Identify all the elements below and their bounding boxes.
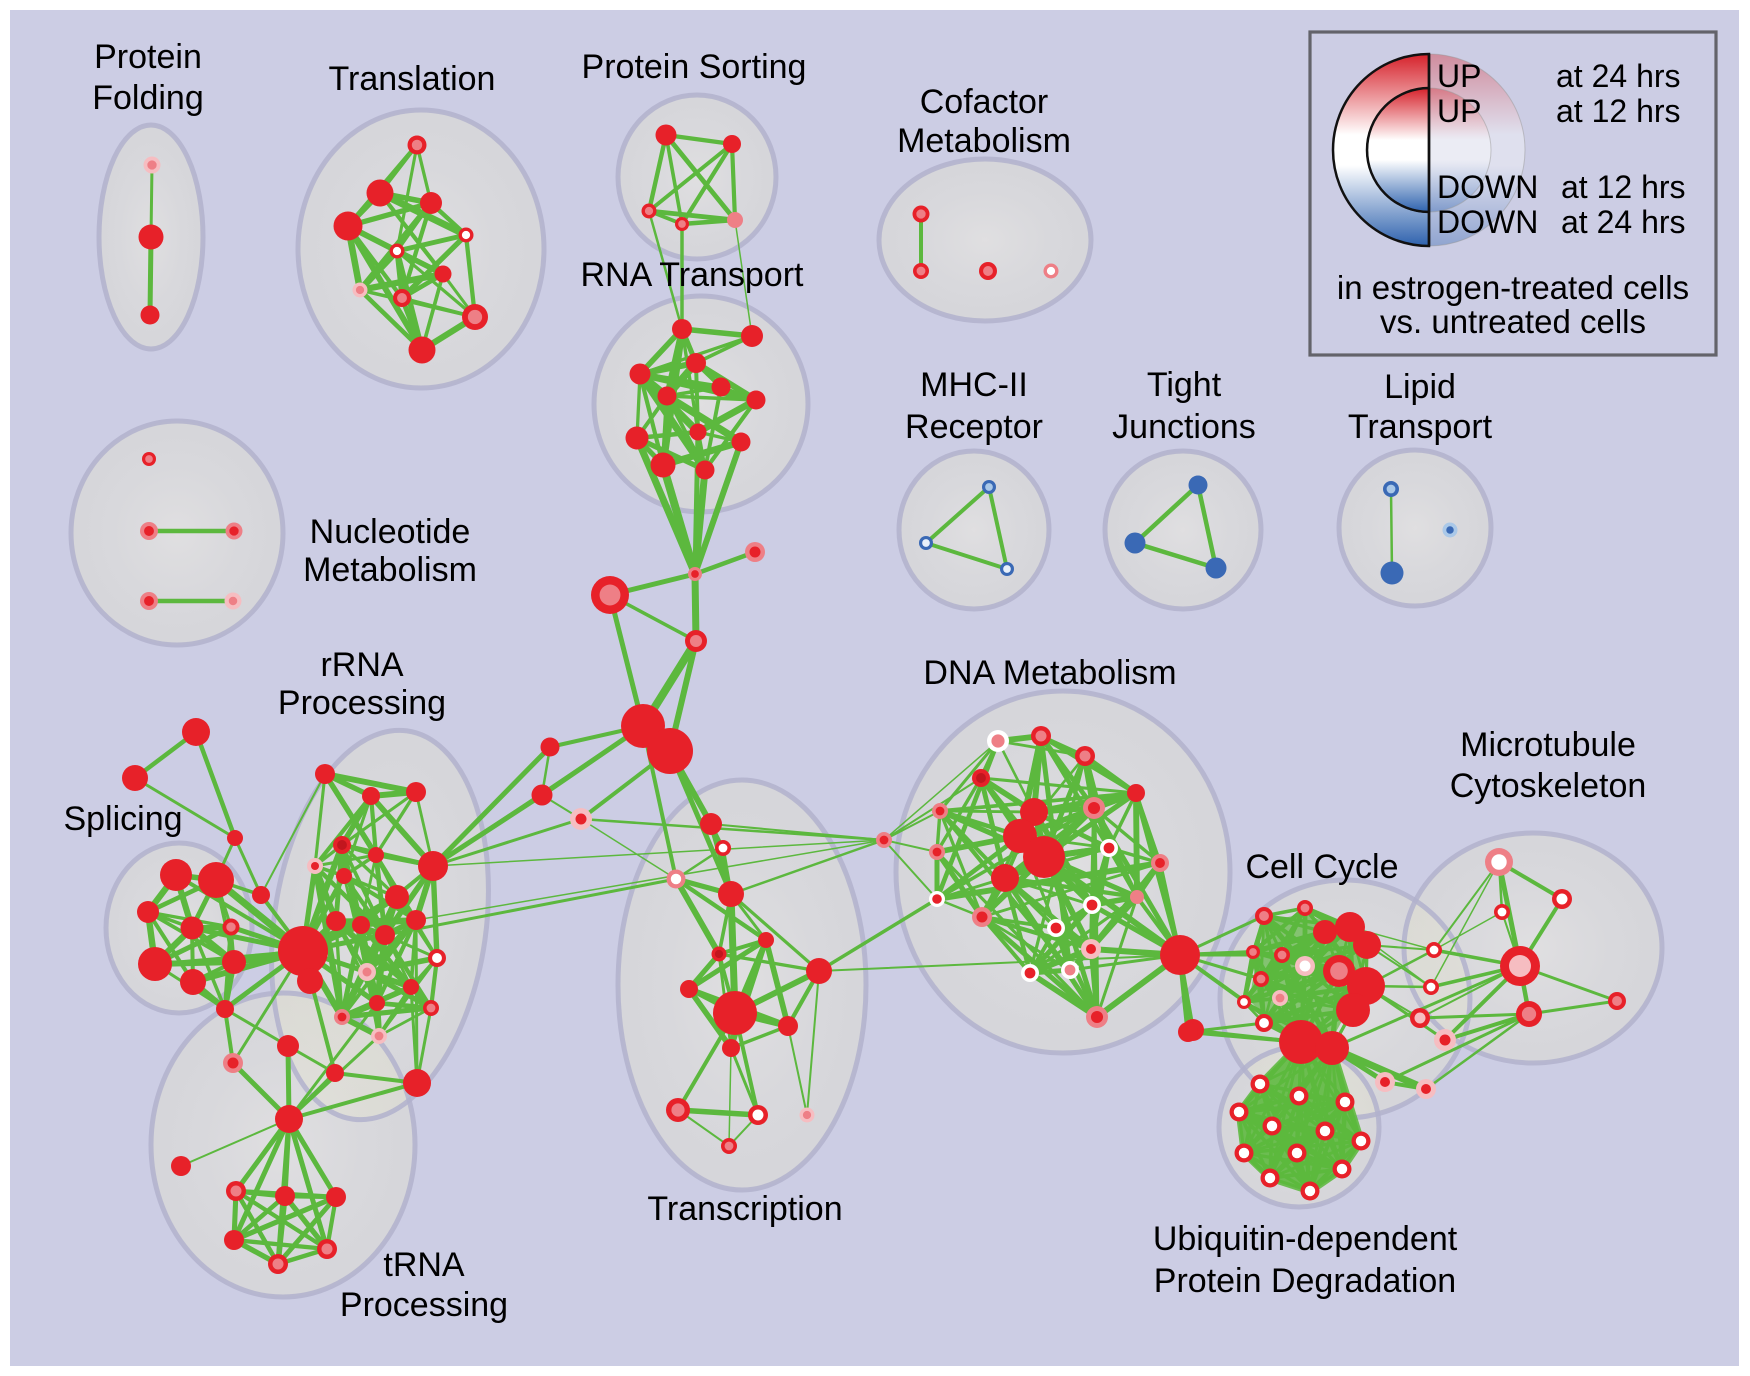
svg-text:in estrogen-treated cells: in estrogen-treated cells — [1337, 269, 1689, 306]
svg-text:Splicing: Splicing — [63, 800, 182, 838]
svg-text:DNA Metabolism: DNA Metabolism — [923, 654, 1176, 692]
svg-text:Cofactor: Cofactor — [920, 83, 1049, 121]
svg-text:Tight: Tight — [1147, 366, 1222, 404]
svg-text:Protein: Protein — [94, 38, 202, 76]
svg-text:Metabolism: Metabolism — [897, 122, 1071, 160]
svg-text:UP: UP — [1437, 58, 1481, 94]
svg-text:at 24 hrs: at 24 hrs — [1561, 204, 1686, 240]
svg-text:Nucleotide: Nucleotide — [310, 513, 471, 551]
svg-text:DOWN: DOWN — [1437, 204, 1538, 240]
svg-text:at 24 hrs: at 24 hrs — [1556, 58, 1681, 94]
svg-text:Metabolism: Metabolism — [303, 551, 477, 589]
svg-text:UP: UP — [1437, 93, 1481, 129]
svg-text:Translation: Translation — [329, 60, 496, 98]
svg-text:Transcription: Transcription — [647, 1190, 842, 1228]
svg-text:rRNA: rRNA — [320, 646, 403, 684]
svg-text:Processing: Processing — [340, 1286, 508, 1324]
svg-text:at 12 hrs: at 12 hrs — [1561, 169, 1686, 205]
svg-text:Folding: Folding — [92, 79, 204, 117]
svg-text:Ubiquitin-dependent: Ubiquitin-dependent — [1153, 1220, 1458, 1258]
svg-text:Protein Degradation: Protein Degradation — [1154, 1262, 1456, 1300]
svg-text:at 12 hrs: at 12 hrs — [1556, 93, 1681, 129]
svg-text:Lipid: Lipid — [1384, 368, 1456, 406]
svg-text:Processing: Processing — [278, 684, 446, 722]
svg-text:RNA Transport: RNA Transport — [581, 256, 805, 294]
svg-text:vs. untreated cells: vs. untreated cells — [1380, 303, 1646, 340]
svg-text:Protein Sorting: Protein Sorting — [582, 48, 807, 86]
svg-text:DOWN: DOWN — [1437, 169, 1538, 205]
svg-text:tRNA: tRNA — [383, 1246, 465, 1284]
svg-text:Transport: Transport — [1348, 408, 1493, 446]
svg-text:Receptor: Receptor — [905, 408, 1043, 446]
svg-text:Cell Cycle: Cell Cycle — [1245, 848, 1398, 886]
svg-text:Cytoskeleton: Cytoskeleton — [1450, 767, 1647, 805]
svg-text:Junctions: Junctions — [1112, 408, 1256, 446]
svg-text:Microtubule: Microtubule — [1460, 726, 1636, 764]
svg-text:MHC-II: MHC-II — [920, 366, 1028, 404]
